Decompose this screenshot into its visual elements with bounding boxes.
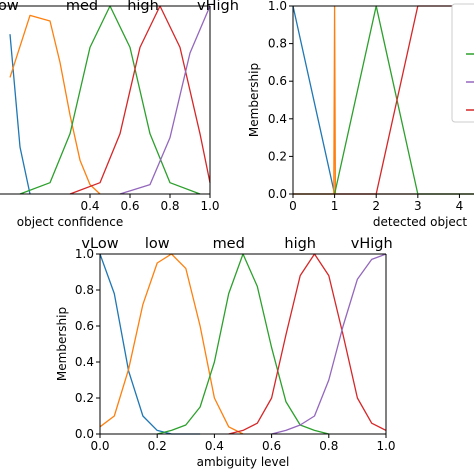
x-tick-label: 0.8	[319, 439, 338, 453]
x-tick-label: 4	[456, 199, 464, 213]
curve-label: vLow	[81, 236, 118, 252]
y-tick-label: 0.0	[268, 187, 287, 201]
curve-label: vHigh	[197, 0, 239, 14]
legend-frame	[451, 3, 474, 123]
x-tick-label: 1.0	[376, 439, 395, 453]
chart-panel-3: 0.0 0.2 0.4 0.6 0.8 1.0 0.0 0.2 0.4 0.6 0.8 1.0 ambi…	[55, 236, 396, 469]
series-line-3-2	[99, 253, 244, 435]
y-tick-label: 0.2	[75, 391, 94, 405]
y-axis-label: Membership	[247, 63, 261, 137]
series-line-1-5	[119, 5, 211, 195]
legend	[451, 3, 474, 123]
x-tick-label: 0.4	[80, 199, 99, 213]
y-axis-label: Membership	[55, 307, 69, 381]
curve-label: med	[213, 236, 245, 252]
x-axis-label: detected object	[373, 215, 467, 229]
x-tick-label: 0.2	[148, 439, 167, 453]
x-tick-label: 0.6	[262, 439, 281, 453]
y-tick-label: 0.6	[75, 319, 94, 333]
x-tick-label: 0.4	[205, 439, 224, 453]
series-line-3-3	[157, 253, 329, 435]
x-tick-label: 1	[331, 199, 339, 213]
y-tick-label: 0.8	[268, 37, 287, 51]
x-tick-label: 2	[372, 199, 380, 213]
chart-panel-1: 0.4 0.6 0.8 1.0 object confidence ow med high vH…	[0, 0, 239, 229]
x-axis-label: object confidence	[17, 215, 123, 229]
chart-panel-2: 0 1 2 3 4 0.0 0.2 0.4 0.6 0.8 1.0 detected object Me…	[247, 0, 474, 229]
curve-label: ow	[0, 0, 19, 14]
x-tick-label: 3	[414, 199, 422, 213]
series-line-1-2	[9, 14, 101, 195]
curve-label: vHigh	[351, 236, 393, 252]
x-axis-label: ambiguity level	[197, 455, 290, 469]
x-tick-label: 0	[289, 199, 297, 213]
curve-label: high	[127, 0, 159, 14]
series-line-3-1	[99, 253, 201, 435]
series-line-1-4	[69, 5, 211, 195]
x-tick-label: 0.0	[90, 439, 109, 453]
curve-label: high	[284, 236, 316, 252]
curve-label: low	[145, 236, 170, 252]
y-tick-label: 1.0	[75, 247, 94, 261]
y-tick-label: 0.0	[75, 427, 94, 441]
y-tick-label: 0.8	[75, 283, 94, 297]
y-tick-label: 0.2	[268, 149, 287, 163]
y-tick-label: 0.4	[75, 355, 94, 369]
x-tick-label: 1.0	[200, 199, 219, 213]
series-line-2-1	[292, 5, 474, 195]
curve-label: med	[66, 0, 98, 14]
series-line-2-4	[293, 5, 474, 195]
y-tick-label: 1.0	[268, 0, 287, 13]
y-tick-label: 0.6	[268, 74, 287, 88]
series-line-2-2	[293, 5, 474, 195]
series-line-3-5	[271, 253, 387, 435]
series-line-1-1	[9, 34, 31, 195]
series-line-3-4	[228, 253, 387, 435]
x-tick-label: 0.8	[160, 199, 179, 213]
x-tick-label: 0.6	[120, 199, 139, 213]
series-line-2-3	[293, 5, 474, 195]
y-tick-label: 0.4	[268, 112, 287, 126]
